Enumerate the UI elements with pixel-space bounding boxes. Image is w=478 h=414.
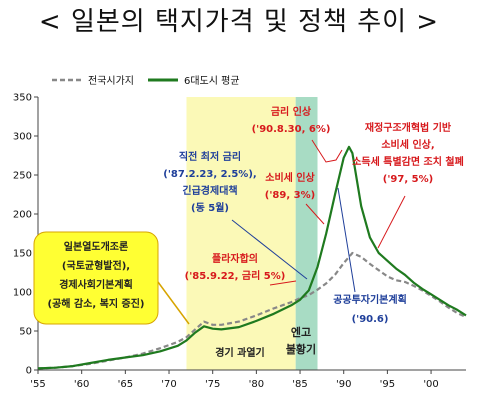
x-tick-label: '00 bbox=[423, 379, 438, 390]
x-tick-label: '55 bbox=[30, 379, 45, 390]
annotation-text: ('90.8.30, 6%) bbox=[252, 124, 331, 135]
y-tick-label: 250 bbox=[13, 171, 32, 182]
annotation-text: 직전 최저 금리 bbox=[179, 150, 241, 163]
series-line-six-city-average bbox=[37, 145, 467, 370]
x-tick-label: '60 bbox=[74, 379, 89, 390]
page-title: < 일본의 택지가격 및 정책 추이 > bbox=[38, 7, 440, 37]
annotation-pointer bbox=[269, 280, 297, 286]
x-tick-label: '75 bbox=[205, 379, 220, 390]
boom-period-band bbox=[186, 97, 296, 370]
annotation-text: ('85.9.22, 금리 5%) bbox=[185, 269, 286, 282]
annotation-pointer bbox=[231, 219, 308, 280]
y-tick-label: 300 bbox=[13, 132, 32, 143]
legend-label: 6대도시 평균 bbox=[184, 75, 240, 87]
annotation-text: ('89, 3%) bbox=[265, 190, 315, 201]
annotation-text: 소득세 특별감면 조치 철폐 bbox=[352, 155, 464, 168]
period-label-boom: 경기 과열기 bbox=[215, 346, 264, 359]
annotation-text: 소비세 인상, bbox=[381, 138, 434, 151]
y-tick-label: 0 bbox=[26, 366, 32, 377]
y-tick-label: 50 bbox=[19, 327, 32, 338]
y-tick-label: 100 bbox=[13, 288, 32, 299]
x-tick-label: '70 bbox=[161, 379, 176, 390]
period-label-recession: 엔고 bbox=[291, 325, 311, 339]
annotation-text: ('97, 5%) bbox=[383, 174, 433, 185]
x-tick-label: '65 bbox=[118, 379, 133, 390]
x-tick-label: '95 bbox=[380, 379, 395, 390]
x-tick-label: '90 bbox=[336, 379, 351, 390]
annotation-text: 소비세 인상 bbox=[265, 171, 315, 184]
annotation-text: 금리 인상 bbox=[271, 105, 312, 118]
annotation-text: 플라자합의 bbox=[212, 252, 258, 265]
y-tick-label: 200 bbox=[13, 210, 32, 221]
legend-label: 전국시가지 bbox=[88, 75, 134, 87]
y-tick-label: 150 bbox=[13, 249, 32, 260]
annotation-pointer bbox=[337, 187, 356, 293]
annotation-pointer bbox=[311, 139, 343, 163]
annotation-text: 경제사회기본계획 bbox=[59, 278, 133, 291]
annotation-text: ('90.6) bbox=[352, 314, 389, 325]
annotation-pointer bbox=[377, 195, 406, 249]
x-tick-label: '80 bbox=[249, 379, 264, 390]
annotation-text: (동 5월) bbox=[191, 202, 229, 214]
annotation-box-yellow bbox=[33, 231, 159, 325]
annotation-text: 긴급경제대책 bbox=[182, 184, 237, 197]
annotation-text: (국토균형발전), bbox=[62, 259, 130, 272]
annotation-text: ('87.2.23, 2.5%), bbox=[163, 169, 256, 180]
recession-period-band bbox=[295, 97, 318, 370]
annotation-pointer bbox=[157, 281, 190, 325]
x-tick-label: '85 bbox=[292, 379, 307, 390]
annotation-text: 일본열도개조론 bbox=[64, 240, 128, 253]
annotation-text: (공해 감소, 복지 증진) bbox=[48, 297, 145, 310]
annotation-text: 재정구조개혁법 기반 bbox=[365, 121, 452, 134]
y-tick-label: 350 bbox=[13, 93, 32, 104]
annotation-pointer bbox=[305, 203, 325, 225]
annotation-text: 공공투자기본계획 bbox=[333, 293, 407, 306]
period-label-recession: 불황기 bbox=[286, 342, 316, 356]
